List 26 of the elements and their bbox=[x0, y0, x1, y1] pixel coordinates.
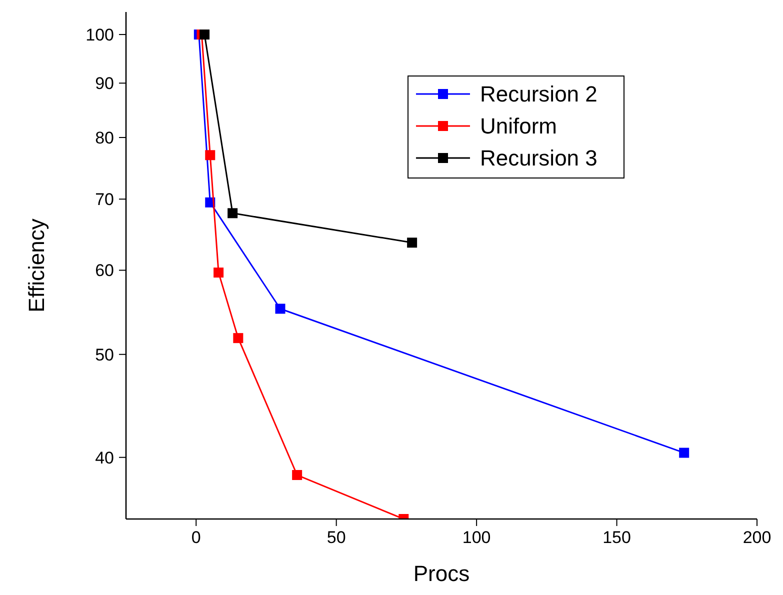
y-tick-label: 60 bbox=[95, 261, 114, 280]
x-tick-label: 100 bbox=[462, 528, 491, 547]
legend-label: Recursion 3 bbox=[480, 146, 598, 171]
y-axis-title: Efficiency bbox=[24, 218, 49, 312]
x-tick-label: 50 bbox=[326, 528, 346, 547]
point bbox=[233, 333, 244, 344]
legend-label: Recursion 2 bbox=[480, 82, 598, 107]
point bbox=[679, 448, 690, 458]
y-tick-label: 70 bbox=[95, 190, 114, 210]
point bbox=[200, 30, 210, 40]
point bbox=[275, 304, 286, 314]
x-axis-title: Procs bbox=[413, 561, 470, 586]
y-tick-label: 80 bbox=[95, 128, 114, 148]
legend-label: Uniform bbox=[480, 114, 558, 139]
point bbox=[205, 150, 216, 160]
y-tick-label: 90 bbox=[95, 74, 114, 94]
point bbox=[292, 470, 302, 480]
point bbox=[214, 268, 224, 278]
y-tick-label: 40 bbox=[95, 448, 114, 468]
x-tick-label: 0 bbox=[191, 528, 201, 547]
x-tick-label: 150 bbox=[602, 528, 631, 547]
y-tick-label: 100 bbox=[86, 25, 114, 44]
point bbox=[228, 208, 238, 218]
x-tick-label: 200 bbox=[742, 528, 772, 547]
point bbox=[407, 238, 418, 248]
y-tick-label: 50 bbox=[95, 345, 114, 364]
